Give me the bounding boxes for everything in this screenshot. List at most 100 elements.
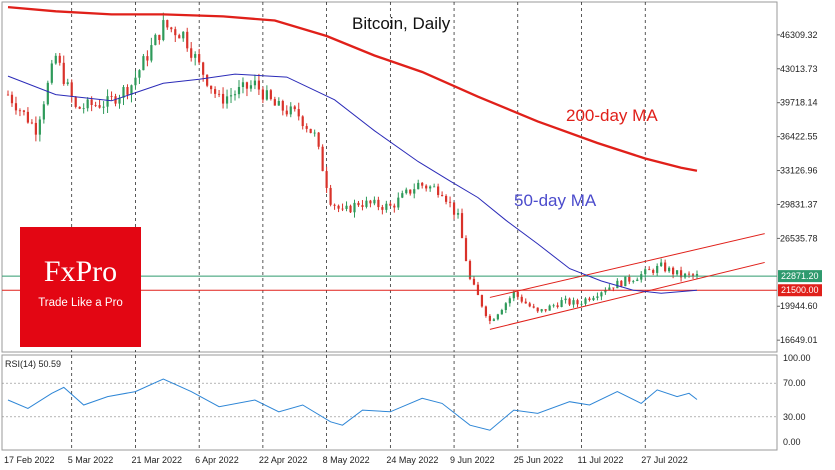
y-tick-label: 46309.32	[780, 30, 818, 40]
candle-body	[317, 132, 320, 147]
candle-body	[289, 106, 292, 115]
candle-body	[616, 280, 619, 289]
candle-body	[341, 208, 344, 210]
rsi-tick-label: 30.00	[783, 412, 806, 422]
candle-body	[664, 262, 667, 272]
candle-body	[198, 54, 201, 63]
candle-body	[233, 94, 237, 96]
candle-body	[528, 303, 531, 307]
candle-body	[381, 207, 384, 210]
candle-body	[695, 274, 699, 276]
candle-body	[492, 319, 495, 321]
candle-body	[648, 269, 651, 271]
x-tick-label: 24 May 2022	[386, 455, 438, 465]
candle-body	[568, 298, 571, 305]
candle-body	[484, 306, 488, 316]
candle-body	[668, 267, 671, 272]
candle-body	[34, 122, 37, 135]
candle-body	[675, 270, 679, 275]
candle-body	[158, 34, 161, 41]
candle-body	[441, 194, 444, 196]
candle-body	[405, 189, 408, 194]
channel-lower-line	[489, 261, 765, 330]
candle-body	[444, 195, 448, 202]
candle-body	[50, 63, 53, 83]
candle-body	[277, 101, 280, 106]
candle-body	[687, 273, 691, 275]
candle-body	[620, 280, 623, 287]
candle-body	[190, 48, 193, 58]
x-tick-label: 5 Mar 2022	[68, 455, 114, 465]
candle-body	[202, 62, 205, 75]
x-tick-label: 17 Feb 2022	[4, 455, 55, 465]
candle-body	[456, 213, 460, 215]
candle-body	[309, 128, 312, 133]
y-tick-label: 43013.73	[780, 64, 818, 74]
candle-body	[333, 204, 336, 206]
candle-body	[560, 300, 563, 307]
candle-body	[524, 301, 527, 304]
candle-body	[66, 82, 69, 84]
candle-body	[572, 300, 575, 305]
candle-body	[377, 199, 380, 208]
level-tag-label: 22871.20	[781, 271, 819, 281]
candle-body	[170, 27, 173, 30]
candle-body	[162, 20, 165, 41]
candle-body	[468, 261, 472, 279]
candle-body	[213, 89, 217, 94]
x-tick-label: 22 Apr 2022	[259, 455, 308, 465]
x-tick-label: 21 Mar 2022	[131, 455, 182, 465]
rsi-line	[7, 378, 698, 431]
candle-body	[608, 287, 611, 291]
candle-body	[265, 90, 268, 100]
candle-body	[118, 97, 121, 104]
candle-body	[257, 80, 261, 90]
x-tick-label: 11 Jul 2022	[578, 455, 624, 465]
candle-body	[656, 265, 659, 273]
candle-body	[385, 203, 388, 210]
candle-body	[166, 20, 169, 28]
y-tick-label: 16649.01	[780, 335, 818, 345]
candle-body	[134, 77, 137, 86]
candle-body	[78, 106, 81, 109]
x-tick-label: 25 Jun 2022	[514, 455, 564, 465]
candle-body	[544, 309, 547, 311]
level-tag	[778, 270, 822, 283]
candle-body	[325, 171, 328, 188]
candle-body	[588, 298, 591, 301]
y-tick-label: 19944.60	[780, 301, 818, 311]
candle-body	[122, 87, 125, 98]
candle-body	[94, 105, 97, 106]
candle-body	[548, 305, 551, 311]
candle-body	[210, 85, 213, 90]
candle-body	[652, 270, 655, 273]
candle-body	[150, 45, 153, 61]
candle-body	[321, 146, 324, 172]
candle-body	[186, 31, 189, 49]
fxpro-logo: FxPro Trade Like a Pro	[20, 227, 141, 347]
candle-body	[636, 279, 639, 281]
candle-body	[206, 74, 209, 86]
candle-body	[437, 186, 440, 195]
candle-body	[285, 110, 288, 115]
candle-body	[397, 197, 400, 208]
candle-body	[54, 55, 57, 64]
candle-body	[245, 82, 249, 89]
candle-body	[472, 278, 476, 285]
candle-body	[142, 56, 145, 71]
candle-body	[683, 273, 687, 278]
rsi-panel	[1, 354, 778, 451]
candle-body	[217, 93, 221, 95]
brand-name: FxPro	[43, 255, 118, 288]
rsi-title: RSI(14) 50.59	[5, 359, 61, 369]
candle-body	[516, 292, 519, 297]
candle-body	[249, 85, 253, 89]
candle-body	[600, 292, 603, 297]
level-tag	[778, 284, 822, 297]
candle-body	[389, 203, 392, 206]
candle-body	[508, 298, 511, 304]
candle-body	[273, 99, 276, 106]
candle-body	[464, 238, 468, 262]
candle-body	[18, 110, 22, 112]
candle-body	[261, 89, 264, 100]
